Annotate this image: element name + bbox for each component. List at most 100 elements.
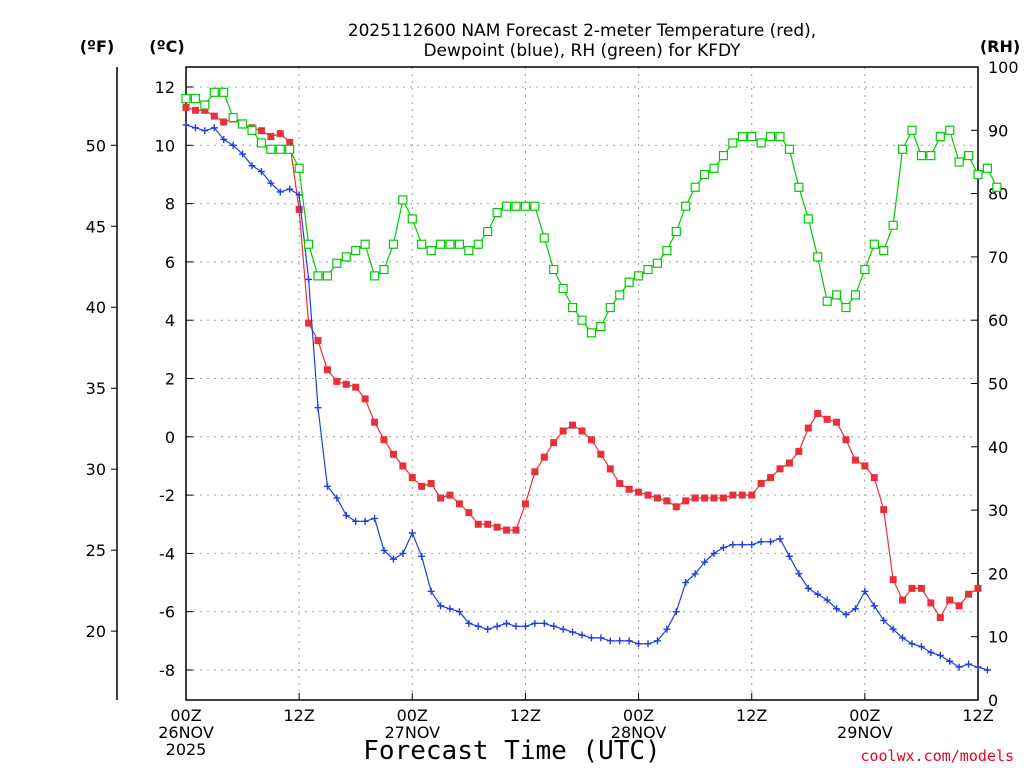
relative-humidity-point: [869, 239, 879, 249]
2-meter-temperature-point: [587, 436, 595, 444]
2-meter-temperature-point: [371, 418, 379, 426]
chart-title: 2025112600 NAM Forecast 2-meter Temperat…: [348, 21, 816, 41]
dewpoint-point: [380, 546, 388, 554]
2-meter-temperature-point: [276, 130, 284, 138]
relative-humidity-point: [794, 182, 804, 192]
2-meter-temperature-point: [427, 479, 435, 487]
2-meter-temperature-point: [342, 380, 350, 388]
dewpoint-point: [889, 625, 897, 633]
x-axis-title: Forecast Time (UTC): [363, 736, 660, 766]
dewpoint-point: [191, 124, 199, 132]
dewpoint-point: [682, 579, 690, 587]
fahrenheit-tick-label: 20: [86, 622, 106, 641]
celsius-tick-label: 4: [165, 311, 175, 330]
2-meter-temperature-point: [210, 112, 218, 120]
2-meter-temperature-point: [842, 436, 850, 444]
dewpoint-point: [851, 605, 859, 613]
relative-humidity-point: [539, 233, 549, 243]
relative-humidity-point: [596, 321, 606, 332]
x-tick-label: 00Z: [397, 706, 428, 725]
2-meter-temperature-point: [974, 584, 982, 592]
rh-tick-label: 20: [988, 564, 1008, 583]
relative-humidity-point: [831, 290, 842, 300]
relative-humidity-point: [369, 271, 380, 281]
fahrenheit-tick-label: 50: [86, 136, 106, 155]
dewpoint-point: [833, 605, 841, 613]
2-meter-temperature-point: [644, 491, 652, 499]
2-meter-temperature-point: [738, 491, 746, 499]
dewpoint-point: [503, 619, 511, 627]
dewpoint-point: [616, 637, 624, 645]
relative-humidity-point: [577, 315, 587, 325]
relative-humidity-point: [586, 328, 597, 338]
rh-tick-label: 40: [988, 438, 1008, 457]
relative-humidity-point: [294, 163, 304, 173]
x-tick-label: 29NOV: [837, 723, 893, 742]
2-meter-temperature-point: [814, 409, 822, 417]
relative-humidity-point: [549, 264, 559, 275]
dewpoint-point: [899, 634, 907, 642]
relative-humidity-point: [888, 220, 898, 230]
dewpoint-point: [427, 587, 435, 595]
dewpoint-point: [870, 602, 878, 610]
relative-humidity-point: [662, 245, 672, 256]
rh-tick-label: 0: [988, 691, 998, 710]
relative-humidity-point: [332, 258, 342, 268]
rh-tick-label: 70: [988, 248, 1008, 267]
2-meter-temperature-point: [672, 503, 680, 511]
2-meter-temperature-point: [908, 584, 916, 592]
2-meter-temperature-point: [880, 506, 888, 514]
dewpoint-point: [540, 619, 548, 627]
celsius-tick-label: 0: [165, 428, 175, 447]
relative-humidity-point: [379, 264, 389, 275]
2-meter-temperature-point: [710, 494, 718, 502]
relative-humidity-point: [398, 195, 408, 205]
dewpoint-point: [408, 529, 416, 537]
dewpoint-point: [239, 150, 247, 158]
rh-tick-label: 100: [988, 58, 1019, 77]
relative-humidity-point: [181, 94, 191, 104]
2-meter-temperature-line: [185, 106, 979, 619]
dewpoint-point: [521, 622, 529, 630]
2-meter-temperature-point: [446, 491, 454, 499]
2-meter-temperature-point: [748, 491, 756, 499]
2-meter-temperature-point: [927, 599, 935, 607]
2-meter-temperature-point: [314, 337, 322, 345]
relative-humidity-point: [228, 113, 238, 123]
rh-unit-label: (RH): [980, 37, 1020, 56]
dewpoint-point: [323, 482, 331, 490]
dewpoint-point: [795, 570, 803, 578]
2-meter-temperature-point: [804, 424, 812, 432]
dewpoint-point: [804, 584, 812, 592]
relative-humidity-point: [313, 271, 323, 281]
dewpoint-point: [672, 608, 680, 616]
dewpoint-point: [437, 602, 445, 610]
2-meter-temperature-point: [408, 474, 416, 482]
axes: [116, 66, 979, 701]
relative-humidity-point: [464, 245, 474, 256]
rh-tick-label: 50: [988, 375, 1008, 394]
dewpoint-point: [785, 552, 793, 560]
2-meter-temperature-point: [936, 614, 944, 622]
2-meter-temperature-point: [955, 602, 963, 610]
x-tick-label: 12Z: [283, 706, 314, 725]
relative-humidity-point: [643, 264, 653, 275]
2-meter-temperature-point: [785, 459, 793, 467]
relative-humidity-point: [963, 151, 974, 161]
relative-humidity-point: [219, 87, 229, 97]
dewpoint-point: [371, 514, 379, 522]
2-meter-temperature-point: [257, 127, 265, 135]
dewpoint-point: [446, 605, 454, 613]
relative-humidity-point: [473, 239, 483, 249]
dewpoint-point: [710, 549, 718, 557]
relative-humidity-point: [407, 214, 417, 224]
dewpoint-point: [823, 596, 831, 604]
dewpoint-point: [550, 622, 558, 630]
2-meter-temperature-point: [965, 590, 973, 598]
2-meter-temperature-point: [550, 439, 558, 447]
relative-humidity-point: [907, 125, 917, 135]
rh-tick-label: 60: [988, 311, 1008, 330]
dewpoint-point: [983, 666, 991, 674]
dewpoint-point: [757, 538, 765, 546]
relative-humidity-point: [520, 201, 531, 211]
